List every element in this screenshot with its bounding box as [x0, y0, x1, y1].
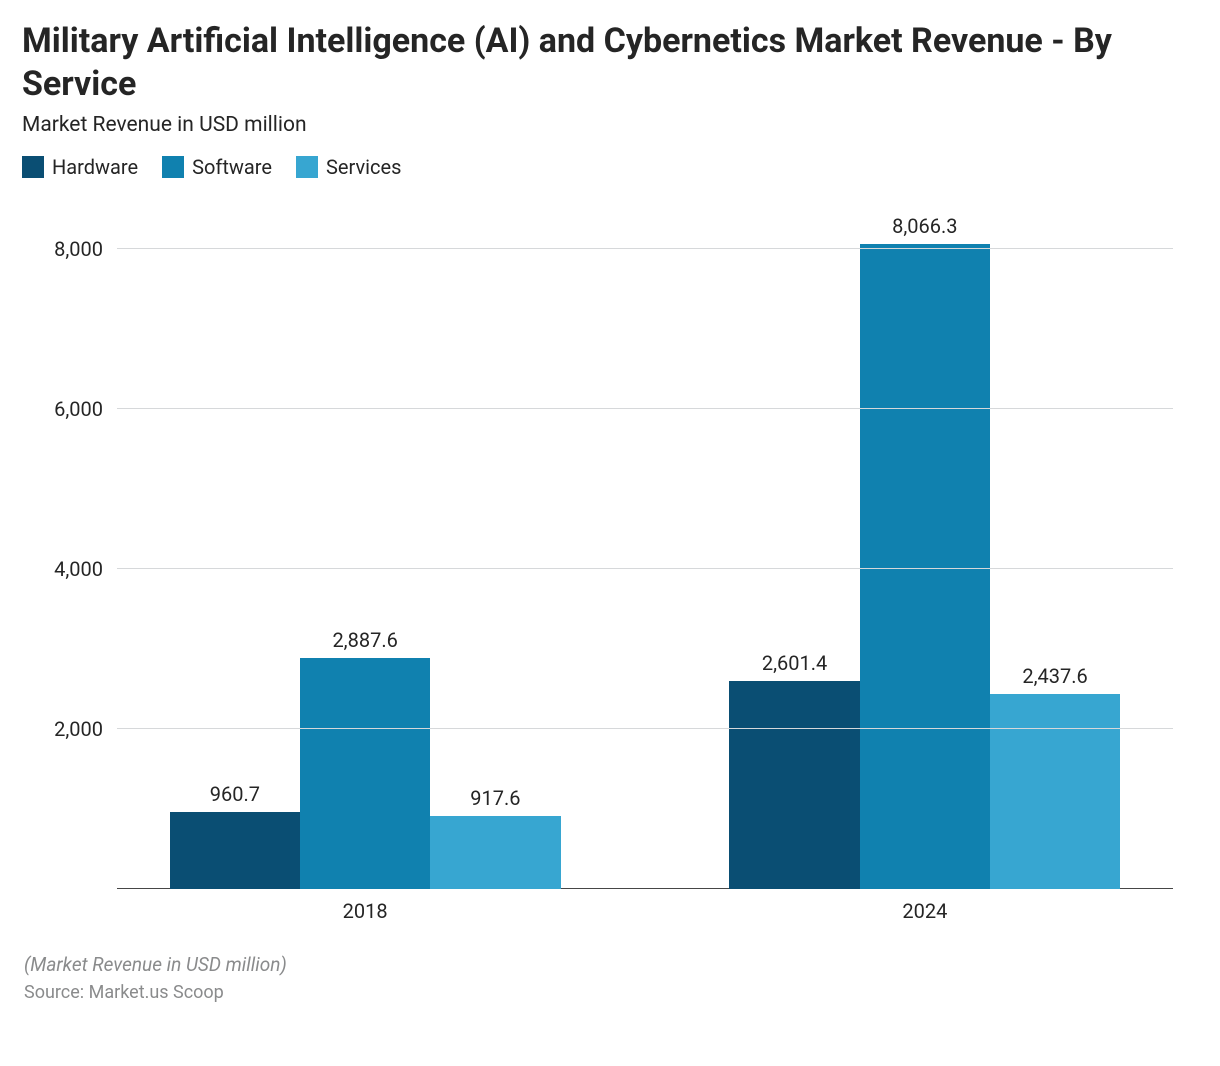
y-tick-label: 4,000 — [54, 557, 117, 581]
bar-value-label: 8,066.3 — [860, 214, 990, 238]
chart-subtitle: Market Revenue in USD million — [22, 113, 1198, 137]
legend-swatch-services — [296, 156, 318, 178]
y-tick-label: 6,000 — [54, 397, 117, 421]
gridline — [117, 408, 1173, 409]
legend-label-services: Services — [326, 155, 401, 179]
chart-container: Military Artificial Intelligence (AI) an… — [0, 0, 1220, 1023]
chart-title: Military Artificial Intelligence (AI) an… — [22, 20, 1122, 105]
y-tick-label: 2,000 — [54, 717, 117, 741]
bar-value-label: 2,887.6 — [300, 628, 430, 652]
y-tick-label: 8,000 — [54, 237, 117, 261]
legend: Hardware Software Services — [22, 155, 1198, 179]
bar-2018-services: 917.6 — [430, 816, 560, 889]
legend-label-software: Software — [192, 155, 272, 179]
bars-layer: 960.72,887.6917.62,601.48,066.32,437.6 — [117, 209, 1173, 889]
legend-swatch-hardware — [22, 156, 44, 178]
gridline — [117, 728, 1173, 729]
legend-item-services: Services — [296, 155, 401, 179]
chart-source: Source: Market.us Scoop — [24, 982, 1198, 1003]
bar-2018-hardware: 960.7 — [170, 812, 300, 889]
legend-item-hardware: Hardware — [22, 155, 138, 179]
chart-footnote: (Market Revenue in USD million) — [24, 953, 1198, 976]
legend-item-software: Software — [162, 155, 272, 179]
x-tick-label: 2018 — [343, 899, 388, 923]
bar-2018-software: 2,887.6 — [300, 658, 430, 889]
bar-2024-hardware: 2,601.4 — [729, 681, 859, 889]
bar-value-label: 2,437.6 — [990, 664, 1120, 688]
bar-value-label: 917.6 — [430, 786, 560, 810]
gridline — [117, 248, 1173, 249]
bar-2024-services: 2,437.6 — [990, 694, 1120, 889]
bar-2024-software: 8,066.3 — [860, 244, 990, 889]
legend-swatch-software — [162, 156, 184, 178]
x-axis-ticks: 2018 2024 — [117, 889, 1173, 929]
plot-area: 960.72,887.6917.62,601.48,066.32,437.6 2… — [117, 209, 1173, 889]
legend-label-hardware: Hardware — [52, 155, 138, 179]
bar-value-label: 960.7 — [170, 782, 300, 806]
x-tick-label: 2024 — [902, 899, 947, 923]
bar-value-label: 2,601.4 — [729, 651, 859, 675]
gridline — [117, 568, 1173, 569]
